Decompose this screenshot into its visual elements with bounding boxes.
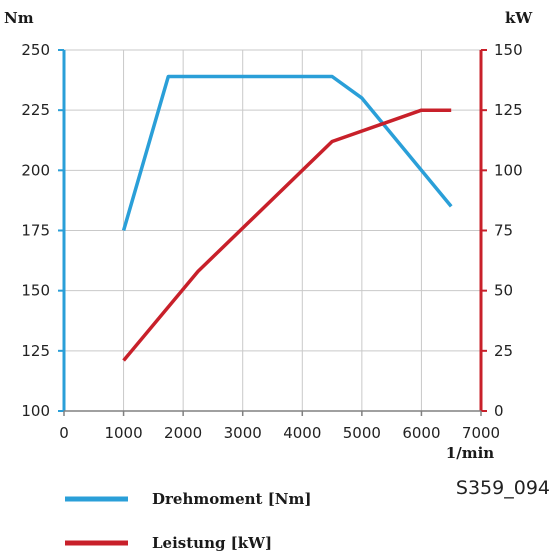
right-tick-label: 125 — [494, 101, 523, 119]
x-tick-label: 1000 — [104, 424, 142, 442]
x-tick-label: 5000 — [343, 424, 381, 442]
right-tick-label: 75 — [494, 222, 513, 240]
left-tick-label: 250 — [21, 41, 50, 59]
right-tick-label: 25 — [494, 342, 513, 360]
legend: Drehmoment [Nm] Leistung [kW] — [65, 490, 312, 552]
x-tick-label: 7000 — [462, 424, 500, 442]
left-tick-label: 125 — [21, 342, 50, 360]
left-tick-label: 200 — [21, 161, 50, 179]
right-tick-label: 0 — [494, 402, 504, 420]
left-axis-unit: Nm — [4, 9, 34, 27]
series-line-drehmoment — [121, 74, 453, 231]
x-axis-ticks: 0 1000 2000 3000 4000 5000 6000 7000 — [59, 411, 500, 442]
left-axis-ticks: 100 125 150 175 200 225 250 — [21, 41, 64, 420]
right-tick-label: 150 — [494, 41, 523, 59]
x-axis-unit: 1/min — [446, 444, 494, 462]
series-layer — [121, 74, 453, 362]
x-tick-label: 2000 — [164, 424, 202, 442]
left-tick-label: 150 — [21, 282, 50, 300]
legend-label-drehmoment: Drehmoment [Nm] — [152, 490, 312, 508]
legend-label-leistung: Leistung [kW] — [152, 534, 272, 552]
figure-id: S359_094 — [456, 477, 550, 499]
left-tick-label: 175 — [21, 222, 50, 240]
left-tick-label: 100 — [21, 402, 50, 420]
right-axis-unit: kW — [505, 9, 533, 27]
x-tick-label: 6000 — [402, 424, 440, 442]
series-line-leistung — [122, 108, 452, 362]
x-tick-label: 0 — [59, 424, 69, 442]
right-tick-label: 100 — [494, 161, 523, 179]
right-tick-label: 50 — [494, 282, 513, 300]
left-tick-label: 225 — [21, 101, 50, 119]
right-axis-ticks: 0 25 50 75 100 125 150 — [481, 41, 523, 420]
x-tick-label: 4000 — [283, 424, 321, 442]
x-tick-label: 3000 — [224, 424, 262, 442]
